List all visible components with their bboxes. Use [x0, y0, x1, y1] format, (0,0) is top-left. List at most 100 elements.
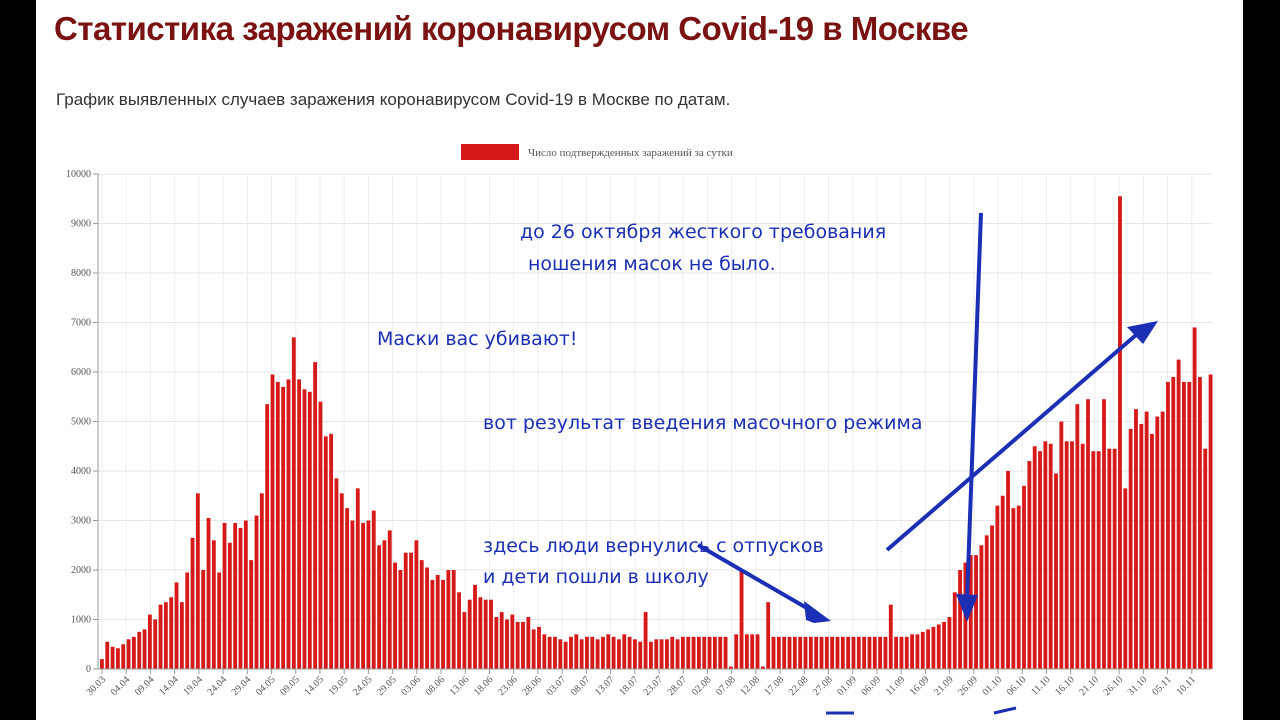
- bar: [744, 634, 749, 669]
- bar: [1192, 327, 1197, 669]
- bar: [723, 636, 728, 669]
- bar: [590, 636, 595, 669]
- bar: [1070, 441, 1074, 669]
- bar: [558, 639, 563, 669]
- x-tick-label: 11.10: [1029, 674, 1052, 697]
- x-tick-label: 02.08: [690, 674, 714, 698]
- bar: [201, 570, 206, 669]
- bar: [936, 624, 941, 669]
- bar: [856, 636, 861, 669]
- bar: [1091, 451, 1096, 669]
- bar: [926, 629, 931, 669]
- bar: [158, 604, 163, 669]
- bar: [1027, 461, 1032, 669]
- bar: [233, 522, 238, 669]
- bar: [899, 636, 904, 669]
- bar: [867, 636, 872, 669]
- annotation-arrows: [696, 212, 1158, 715]
- bar: [361, 522, 366, 669]
- bar: [585, 636, 589, 669]
- x-tick-label: 26.09: [956, 674, 980, 698]
- x-tick-label: 05.11: [1150, 674, 1173, 697]
- bar: [409, 552, 413, 669]
- bar: [1203, 448, 1208, 669]
- bar: [611, 636, 616, 669]
- x-tick-label: 08.06: [423, 674, 447, 698]
- underline-marks: [826, 706, 1017, 715]
- x-tick-label: 03.06: [399, 674, 423, 698]
- arrow-up-to-november: [885, 321, 1158, 552]
- bar: [382, 540, 387, 669]
- x-tick-label: 29.05: [375, 674, 399, 698]
- bar: [1112, 448, 1117, 669]
- bar: [425, 567, 429, 669]
- page: Статистика заражений коронавирусом Covid…: [36, 0, 1243, 720]
- bar: [851, 636, 856, 669]
- bar: [888, 604, 893, 669]
- bar: [750, 634, 755, 669]
- bar: [931, 626, 936, 669]
- x-tick-label: 14.05: [302, 674, 326, 698]
- page-title: Статистика заражений коронавирусом Covid…: [54, 10, 969, 47]
- bar: [1080, 443, 1085, 669]
- bar: [457, 592, 461, 669]
- bar: [1123, 488, 1128, 669]
- x-tick-label: 11.09: [884, 674, 907, 697]
- bar: [643, 612, 648, 669]
- bar: [499, 612, 504, 669]
- bar: [1134, 409, 1138, 670]
- bar: [1102, 399, 1106, 669]
- bar: [462, 612, 467, 669]
- bar: [755, 634, 760, 669]
- bar: [680, 636, 685, 669]
- bar: [819, 636, 824, 669]
- x-tick-label: 01.09: [835, 674, 859, 698]
- bar: [792, 636, 797, 669]
- x-tick-label: 01.10: [980, 674, 1004, 698]
- bar: [627, 636, 632, 669]
- x-tick-label: 24.05: [351, 674, 375, 698]
- bar: [734, 634, 739, 669]
- bar: [1150, 433, 1154, 670]
- bar: [281, 386, 286, 669]
- bar: [1032, 446, 1037, 669]
- bar: [1022, 485, 1026, 669]
- bar: [702, 636, 707, 669]
- bar: [1016, 505, 1021, 669]
- bar: [531, 629, 536, 669]
- bar: [329, 433, 334, 670]
- bar: [1107, 448, 1112, 669]
- bar: [622, 634, 627, 669]
- bar: [147, 614, 152, 669]
- bar: [830, 636, 835, 669]
- bar: [712, 636, 717, 669]
- bar: [297, 379, 302, 669]
- annotation-mask-requirement-2: ношения масок не было.: [528, 253, 776, 275]
- x-axis-ticks: 30.03 04.04 09.04 14.04 19.04 24.04 29.04 04.05…: [84, 669, 1198, 698]
- x-tick-label: 26.10: [1102, 674, 1126, 698]
- y-tick-label: 9000: [71, 219, 91, 230]
- bar: [952, 592, 957, 669]
- bar: [787, 636, 792, 669]
- bar: [286, 379, 291, 669]
- y-tick-label: 10000: [66, 169, 91, 180]
- bar: [1198, 376, 1202, 669]
- y-tick-label: 8000: [71, 268, 91, 279]
- y-tick-label: 6000: [71, 367, 91, 378]
- x-tick-label: 29.04: [230, 674, 254, 698]
- bar: [878, 636, 883, 669]
- bar: [1187, 381, 1192, 669]
- bar: [675, 639, 680, 669]
- bar: [579, 639, 584, 669]
- bar: [211, 540, 216, 669]
- bar: [115, 648, 120, 669]
- bar: [766, 602, 771, 669]
- x-tick-label: 23.07: [641, 674, 665, 698]
- x-tick-label: 28.06: [520, 674, 544, 698]
- legend-label: Число подтвержденных заражений за сутки: [528, 147, 733, 159]
- y-tick-label: 5000: [71, 417, 91, 428]
- bar: [195, 493, 200, 669]
- x-tick-label: 04.05: [254, 674, 278, 698]
- bar: [318, 401, 323, 669]
- bar: [686, 636, 691, 669]
